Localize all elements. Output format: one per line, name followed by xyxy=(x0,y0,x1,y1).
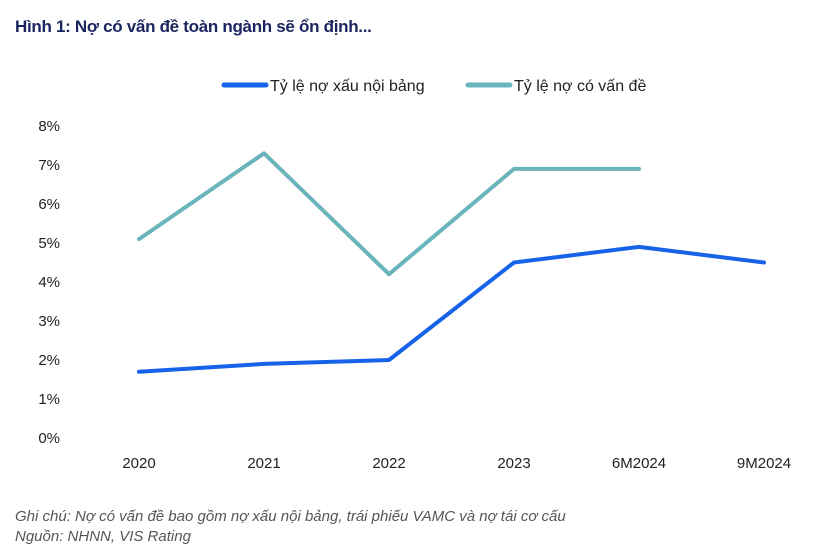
y-tick-label: 5% xyxy=(38,235,60,252)
y-tick-label: 4% xyxy=(38,274,60,291)
x-tick-label: 2020 xyxy=(122,455,155,472)
y-tick-label: 7% xyxy=(38,157,60,174)
x-tick-label: 6M2024 xyxy=(612,455,666,472)
y-tick-label: 8% xyxy=(38,118,60,135)
legend-label: Tỷ lệ nợ xấu nội bảng xyxy=(270,78,425,95)
legend-label: Tỷ lệ nợ có vấn đề xyxy=(514,78,646,95)
series-line-0 xyxy=(137,244,766,374)
series-line-1 xyxy=(137,151,641,277)
note-text: Ghi chú: Nợ có vấn đề bao gồm nợ xấu nội… xyxy=(15,508,566,525)
y-tick-label: 6% xyxy=(38,196,60,213)
x-tick-label: 9M2024 xyxy=(737,455,791,472)
y-tick-label: 1% xyxy=(38,391,60,408)
y-tick-label: 2% xyxy=(38,352,60,369)
x-tick-label: 2022 xyxy=(372,455,405,472)
line-chart: 0% 1% 2% 3% 4% 5% 6% 7% 8% 2020 2021 2022 2023 6M2024… xyxy=(38,78,791,472)
chart-title: Hình 1: Nợ có vấn đề toàn ngành sẽ ổn đị… xyxy=(15,17,372,36)
source-text: Nguồn: NHNN, VIS Rating xyxy=(15,528,191,545)
chart-notes: Ghi chú: Nợ có vấn đề bao gồm nợ xấu nội… xyxy=(15,507,566,547)
x-tick-label: 2021 xyxy=(247,455,280,472)
y-tick-label: 0% xyxy=(38,430,60,447)
y-tick-label: 3% xyxy=(38,313,60,330)
x-tick-label: 2023 xyxy=(497,455,530,472)
